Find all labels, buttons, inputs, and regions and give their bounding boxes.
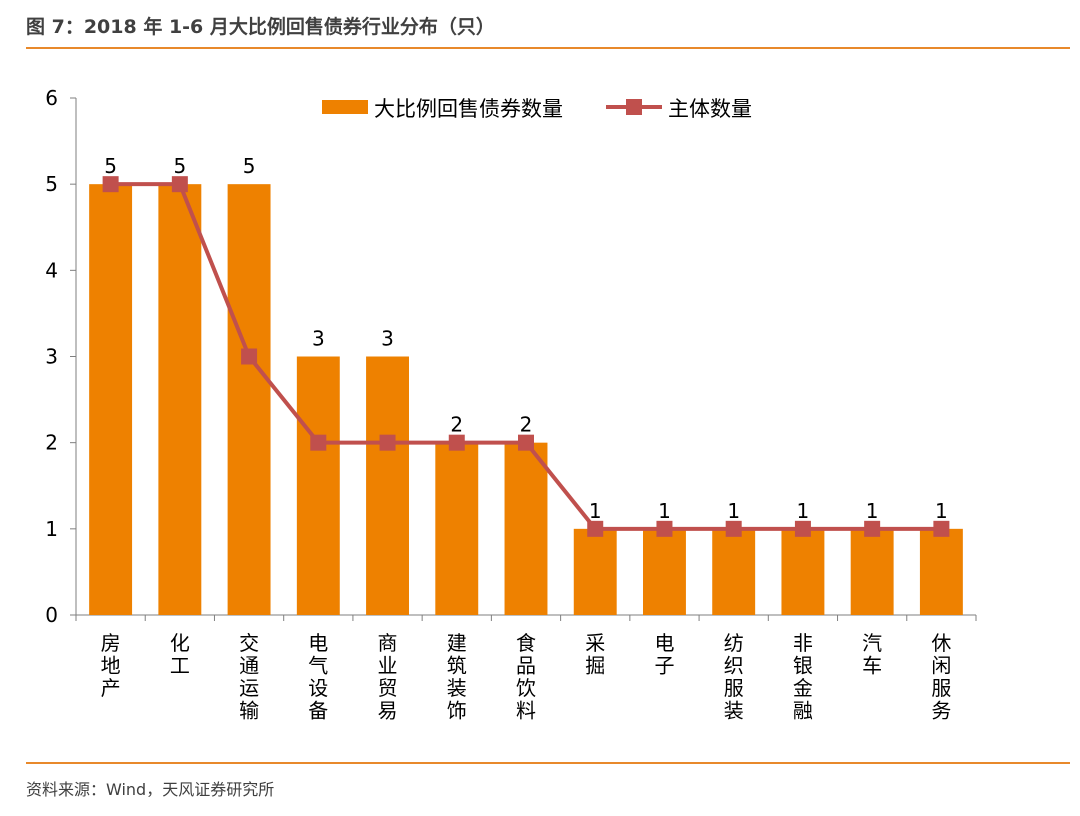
y-tick-label: 2 [45,431,58,455]
bar [919,528,963,615]
line-point-marker [310,434,327,451]
bar-data-label: 1 [589,499,602,523]
bar-data-label: 5 [104,154,117,178]
bar [435,442,479,615]
x-tick-label: 非银金融 [793,631,813,723]
x-tick-label: 房地产 [101,631,121,700]
bar-data-label: 3 [312,327,325,351]
x-tick-label: 电子 [654,631,674,678]
x-axis [75,614,977,621]
x-tick-label: 建筑装饰 [447,631,467,723]
line-point-marker [518,434,534,451]
x-tick-label: 汽车 [862,631,882,678]
bar [158,184,202,615]
top-rule [26,47,1070,49]
y-tick-label: 6 [45,86,58,110]
x-tick-label: 休闲服务 [931,631,951,723]
bar [573,528,617,615]
line-point-marker [587,520,604,537]
y-tick-label: 3 [45,345,58,369]
x-tick-label: 商业贸易 [378,631,398,723]
bar [227,184,271,615]
legend-line-marker [626,99,642,115]
line-point-marker [725,520,742,537]
bar [712,528,756,615]
bar-data-label: 5 [173,154,186,178]
line-point-marker [448,434,465,451]
x-tick-label: 电气设备 [308,631,328,723]
bottom-rule [26,762,1070,764]
y-tick-label: 4 [45,258,58,282]
line-point-marker [379,434,396,451]
x-tick-label: 化工 [170,631,190,678]
y-tick-label: 0 [45,603,58,627]
line-point-marker [241,348,258,365]
line-point-marker [656,520,673,537]
legend-bar-label: 大比例回售债券数量 [374,97,563,121]
line-point-marker [864,520,881,537]
legend: 大比例回售债券数量 主体数量 [322,97,752,121]
bar-data-labels: 5 5 5 3 3 2 2 1 1 1 1 1 1 [104,154,948,523]
bar [366,356,409,615]
legend-bar-swatch [322,100,368,114]
line-point-marker [171,176,188,193]
bar-data-label: 2 [450,413,463,437]
line-point-marker [933,520,950,537]
bar-data-label: 2 [520,413,533,437]
bar-data-label: 3 [381,327,394,351]
bar [643,528,686,615]
bar-series [89,184,963,615]
bar [296,356,340,615]
legend-line-label: 主体数量 [668,97,752,121]
line-point-marker [102,176,119,193]
bar-data-label: 1 [658,499,671,523]
figure-title: 图 7：2018 年 1-6 月大比例回售债券行业分布（只） [26,16,495,38]
bar [781,528,825,615]
bar-data-label: 1 [727,499,740,523]
bar [850,528,894,615]
y-axis: 0 1 2 3 4 5 6 [45,86,77,627]
bar-data-label: 5 [243,154,256,178]
line-series [102,176,950,537]
x-tick-labels: 房地产 化工 交通运输 电气设备 商业贸易 建筑装饰 食品饮料 采掘 电子 纺织服装 非银金融 汽车 休… [101,631,952,723]
y-tick-label: 1 [45,517,58,541]
x-tick-label: 采掘 [585,631,605,678]
bar-line-chart: 大比例回售债券数量 主体数量 0 1 2 3 4 5 6 5 5 5 3 3 2 2 1 1 1 1 1 1 房地产… [45,86,977,723]
x-tick-label: 食品饮料 [516,631,536,723]
bar-data-label: 1 [935,499,948,523]
x-tick-label: 交通运输 [239,631,259,723]
bar-data-label: 1 [797,499,810,523]
line-point-marker [794,520,811,537]
source-note: 资料来源：Wind，天风证券研究所 [26,780,275,799]
bar [504,442,548,615]
bar-data-label: 1 [866,499,879,523]
x-tick-label: 纺织服装 [724,631,744,723]
y-tick-label: 5 [45,172,58,196]
bar [89,184,133,615]
